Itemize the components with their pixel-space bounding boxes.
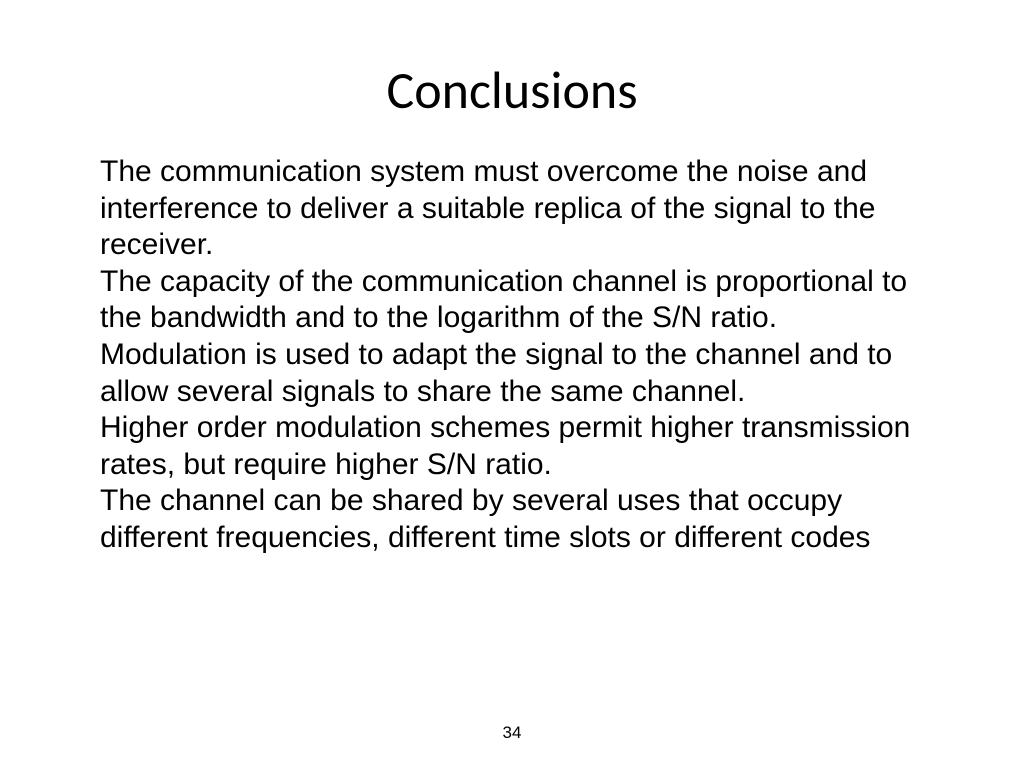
slide: Conclusions The communication system mus… bbox=[0, 0, 1024, 768]
paragraph: Modulation is used to adapt the signal t… bbox=[100, 337, 930, 410]
paragraph: The channel can be shared by several use… bbox=[100, 483, 930, 556]
paragraph: Higher order modulation schemes permit h… bbox=[100, 410, 930, 483]
slide-title: Conclusions bbox=[0, 58, 1024, 122]
paragraph: The communication system must overcome t… bbox=[100, 154, 930, 264]
page-number: 34 bbox=[0, 723, 1024, 743]
paragraph: The capacity of the communication channe… bbox=[100, 264, 930, 337]
slide-body: The communication system must overcome t… bbox=[100, 154, 930, 557]
